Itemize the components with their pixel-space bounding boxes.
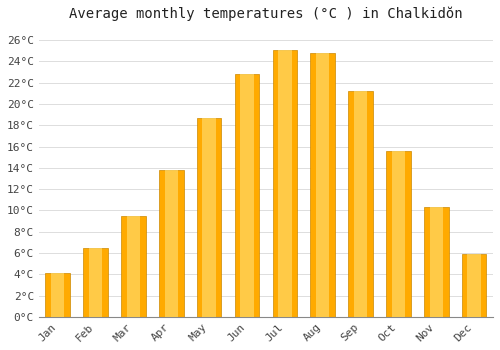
Bar <box>84 248 108 317</box>
Title: Average monthly temperatures (°C ) in Chalkidŏn: Average monthly temperatures (°C ) in Ch… <box>69 7 462 21</box>
Bar <box>89 248 102 317</box>
Bar <box>430 207 443 317</box>
Bar <box>468 254 481 317</box>
Bar <box>424 207 448 317</box>
Bar <box>202 118 216 317</box>
Bar <box>51 273 64 317</box>
Bar <box>348 91 373 317</box>
Bar <box>159 170 184 317</box>
Bar <box>126 216 140 317</box>
Bar <box>46 273 70 317</box>
Bar <box>310 53 335 317</box>
Bar <box>278 50 291 317</box>
Bar <box>316 53 330 317</box>
Bar <box>354 91 368 317</box>
Bar <box>234 74 260 317</box>
Bar <box>392 151 405 317</box>
Bar <box>197 118 222 317</box>
Bar <box>121 216 146 317</box>
Bar <box>272 50 297 317</box>
Bar <box>240 74 254 317</box>
Bar <box>462 254 486 317</box>
Bar <box>164 170 178 317</box>
Bar <box>386 151 410 317</box>
